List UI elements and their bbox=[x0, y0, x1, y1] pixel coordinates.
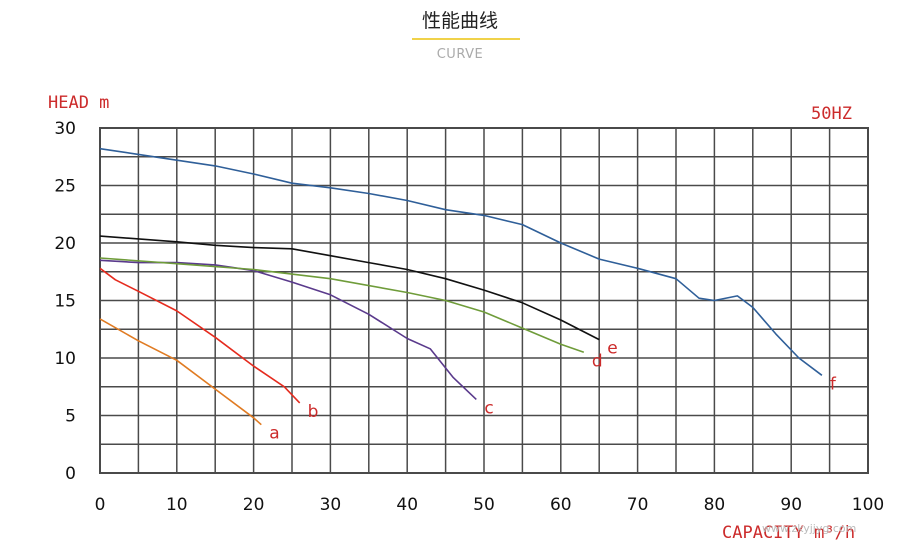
x-tick-label: 20 bbox=[243, 495, 265, 515]
page-title: 性能曲线 bbox=[421, 10, 498, 32]
y-tick-label: 10 bbox=[54, 349, 76, 369]
y-tick-label: 25 bbox=[54, 177, 76, 197]
x-tick-label: 80 bbox=[704, 495, 726, 515]
x-tick-label: 10 bbox=[166, 495, 188, 515]
series-line-b bbox=[99, 267, 301, 404]
page-subtitle: CURVE bbox=[436, 47, 484, 62]
series-line-d bbox=[99, 257, 585, 354]
frequency-label: 50HZ bbox=[811, 104, 852, 124]
x-tick-label: 100 bbox=[852, 495, 884, 515]
series-label-e: e bbox=[607, 339, 617, 359]
series-label-f: f bbox=[830, 374, 837, 394]
series-label-a: a bbox=[269, 424, 279, 444]
x-axis-label: CAPACITY m³/h bbox=[722, 523, 855, 543]
x-tick-label: 30 bbox=[320, 495, 342, 515]
title-underline bbox=[412, 38, 520, 40]
x-tick-label: 90 bbox=[780, 495, 802, 515]
y-tick-label: 5 bbox=[65, 407, 76, 427]
series-line-e bbox=[99, 235, 600, 341]
series-line-f bbox=[99, 147, 823, 376]
chart-tick-labels: 0 10 20 30 40 50 60 70 80 90 100 0 5 10 15 20 25 30 bbox=[54, 119, 884, 515]
chart-grid bbox=[99, 127, 869, 474]
x-tick-label: 50 bbox=[473, 495, 495, 515]
x-tick-label: 40 bbox=[396, 495, 418, 515]
y-tick-label: 30 bbox=[54, 119, 76, 139]
series-line-a bbox=[99, 318, 262, 426]
watermark-text: www.zkyjjyg.com bbox=[762, 522, 856, 535]
series-label-b: b bbox=[308, 402, 319, 422]
y-tick-label: 15 bbox=[54, 292, 76, 312]
series-label-d: d bbox=[592, 351, 603, 371]
x-tick-label: 70 bbox=[627, 495, 649, 515]
series-label-c: c bbox=[484, 398, 493, 418]
chart-series-group: a b c de f bbox=[99, 147, 837, 444]
x-tick-label: 0 bbox=[95, 495, 106, 515]
y-tick-label: 20 bbox=[54, 234, 76, 254]
y-axis-label: HEAD m bbox=[48, 93, 109, 113]
x-tick-label: 60 bbox=[550, 495, 572, 515]
y-tick-label: 0 bbox=[65, 464, 76, 484]
